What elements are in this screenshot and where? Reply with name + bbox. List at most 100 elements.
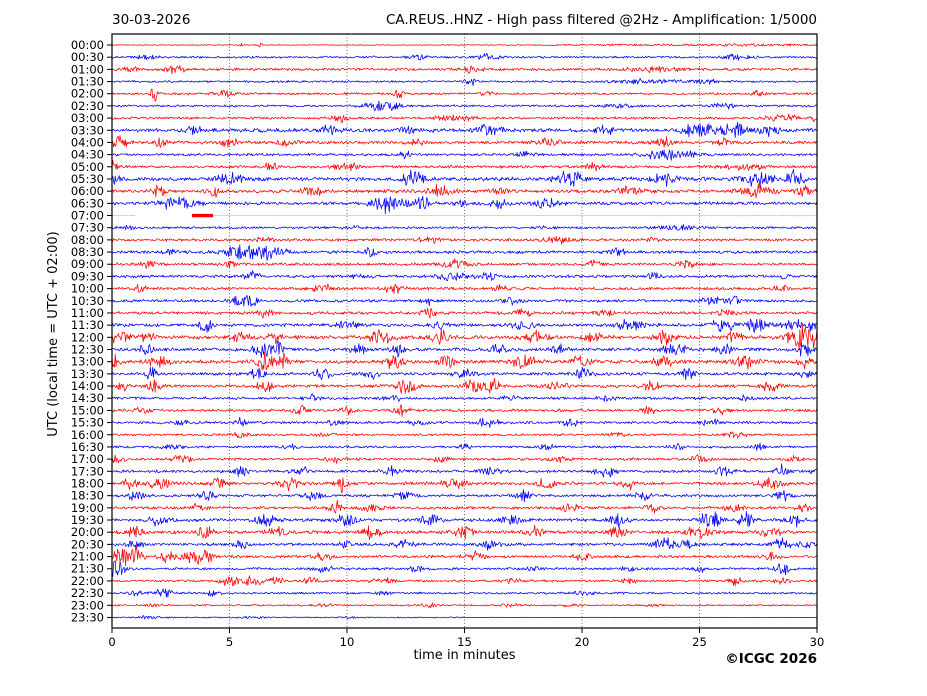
plot-title: CA.REUS..HNZ - High pass filtered @2Hz -… — [386, 12, 817, 28]
copyright-text: ©ICGC 2026 — [725, 651, 817, 667]
y-tick-label: 07:00 — [71, 209, 104, 223]
x-tick-label: 15 — [457, 635, 472, 649]
x-tick-label: 5 — [226, 635, 233, 649]
y-tick-label: 11:30 — [71, 318, 104, 332]
y-tick-label: 16:00 — [71, 428, 104, 442]
seismogram-trace-1330 — [111, 366, 818, 380]
grid-lines — [229, 34, 700, 628]
seismogram-trace-2300 — [111, 602, 817, 609]
seismogram-trace-0330 — [111, 121, 817, 138]
x-axis-ticks: 0 5 10 15 20 25 30 — [108, 628, 824, 649]
y-tick-label: 13:00 — [71, 355, 104, 369]
y-tick-label: 19:00 — [71, 501, 104, 515]
y-tick-label: 16:30 — [71, 440, 104, 454]
seismogram-trace-1930 — [111, 511, 818, 528]
seismogram-trace-0300 — [111, 113, 817, 124]
seismogram-trace-1430 — [111, 393, 817, 402]
y-tick-label: 23:30 — [71, 610, 104, 624]
y-tick-label: 14:30 — [71, 391, 104, 405]
plot-frame — [111, 33, 818, 629]
y-tick-label: 06:30 — [71, 196, 104, 210]
y-tick-label: 09:30 — [71, 269, 104, 283]
seismogram-trace-1530 — [111, 417, 817, 428]
y-tick-label: 08:30 — [71, 245, 104, 259]
seismogram-trace-0230 — [111, 100, 817, 112]
seismogram-trace-0200 — [111, 88, 817, 102]
y-axis-label: UTC (local time = UTC + 02:00) — [46, 231, 61, 436]
date-title: 30-03-2026 — [112, 12, 190, 28]
y-tick-label: 18:00 — [71, 476, 104, 490]
seismogram-trace-0030 — [111, 53, 817, 61]
x-tick-label: 25 — [692, 635, 707, 649]
y-tick-label: 15:00 — [71, 403, 104, 417]
seismogram-trace-1300 — [111, 351, 818, 371]
y-tick-label: 08:00 — [71, 233, 104, 247]
x-axis-label: time in minutes — [413, 648, 515, 663]
y-tick-label: 12:00 — [71, 330, 104, 344]
y-tick-label: 20:30 — [71, 537, 104, 551]
y-tick-label: 17:00 — [71, 452, 104, 466]
seismogram-trace-0930 — [111, 270, 818, 282]
seismogram-trace-0800 — [111, 235, 817, 245]
seismogram-trace-0600 — [111, 183, 818, 199]
seismogram-trace-0130 — [111, 77, 817, 86]
x-tick-label: 30 — [810, 635, 825, 649]
seismogram-trace-1500 — [111, 404, 818, 417]
seismogram-trace-0400 — [111, 135, 818, 148]
seismogram-trace-2330 — [111, 615, 817, 620]
seismogram-trace-0730 — [111, 223, 817, 231]
seismogram-trace-0500 — [111, 159, 817, 172]
y-tick-label: 03:00 — [71, 111, 104, 125]
y-tick-label: 21:30 — [71, 562, 104, 576]
seismogram-trace-1230 — [112, 340, 817, 358]
y-tick-label: 00:30 — [71, 50, 104, 64]
y-tick-label: 09:00 — [71, 257, 104, 271]
seismogram-trace-0430 — [111, 149, 817, 161]
seismogram-trace-0100 — [111, 65, 818, 75]
seismogram-trace-2030 — [111, 537, 818, 551]
seismogram-trace-1400 — [111, 377, 818, 394]
y-tick-label: 04:30 — [71, 148, 104, 162]
seismogram-trace-2000 — [111, 524, 817, 541]
y-tick-label: 10:30 — [71, 294, 104, 308]
y-tick-label: 03:30 — [71, 123, 104, 137]
y-tick-label: 11:00 — [71, 306, 104, 320]
seismogram-trace-1630 — [111, 442, 817, 451]
y-tick-label: 22:00 — [71, 574, 104, 588]
y-tick-label: 05:30 — [71, 172, 104, 186]
seismogram-trace-2230 — [111, 588, 817, 598]
seismogram-trace-2130 — [111, 560, 817, 577]
y-tick-label: 13:30 — [71, 367, 104, 381]
y-tick-label: 07:30 — [71, 221, 104, 235]
seismogram-trace-1130 — [111, 318, 817, 333]
seismogram-trace-1830 — [111, 489, 817, 503]
trace-rows — [111, 42, 818, 620]
y-tick-label: 18:30 — [71, 489, 104, 503]
seismogram-trace-0000 — [111, 42, 818, 48]
seismogram-trace-0700 — [112, 214, 817, 217]
y-tick-label: 21:00 — [71, 550, 104, 564]
seismogram-trace-1700 — [111, 454, 817, 464]
y-tick-label: 23:00 — [71, 598, 104, 612]
y-tick-label: 00:00 — [71, 38, 104, 52]
seismogram-trace-1000 — [111, 283, 818, 294]
y-tick-label: 04:00 — [71, 135, 104, 149]
y-tick-label: 20:00 — [71, 525, 104, 539]
seismogram-trace-0900 — [111, 258, 817, 269]
y-tick-label: 17:30 — [71, 464, 104, 478]
y-tick-label: 02:30 — [71, 99, 104, 113]
seismogram-trace-2200 — [111, 575, 818, 587]
y-tick-label: 01:30 — [71, 75, 104, 89]
y-tick-label: 15:30 — [71, 416, 104, 430]
seismogram-trace-1900 — [111, 499, 817, 514]
y-tick-label: 14:00 — [71, 379, 104, 393]
seismogram-trace-0830 — [111, 244, 818, 261]
x-tick-label: 20 — [575, 635, 590, 649]
y-tick-label: 12:30 — [71, 343, 104, 357]
seismogram-trace-2100 — [111, 544, 817, 567]
seismogram-trace-1600 — [111, 431, 818, 439]
seismogram-trace-1100 — [111, 307, 817, 319]
y-tick-label: 10:00 — [71, 282, 104, 296]
